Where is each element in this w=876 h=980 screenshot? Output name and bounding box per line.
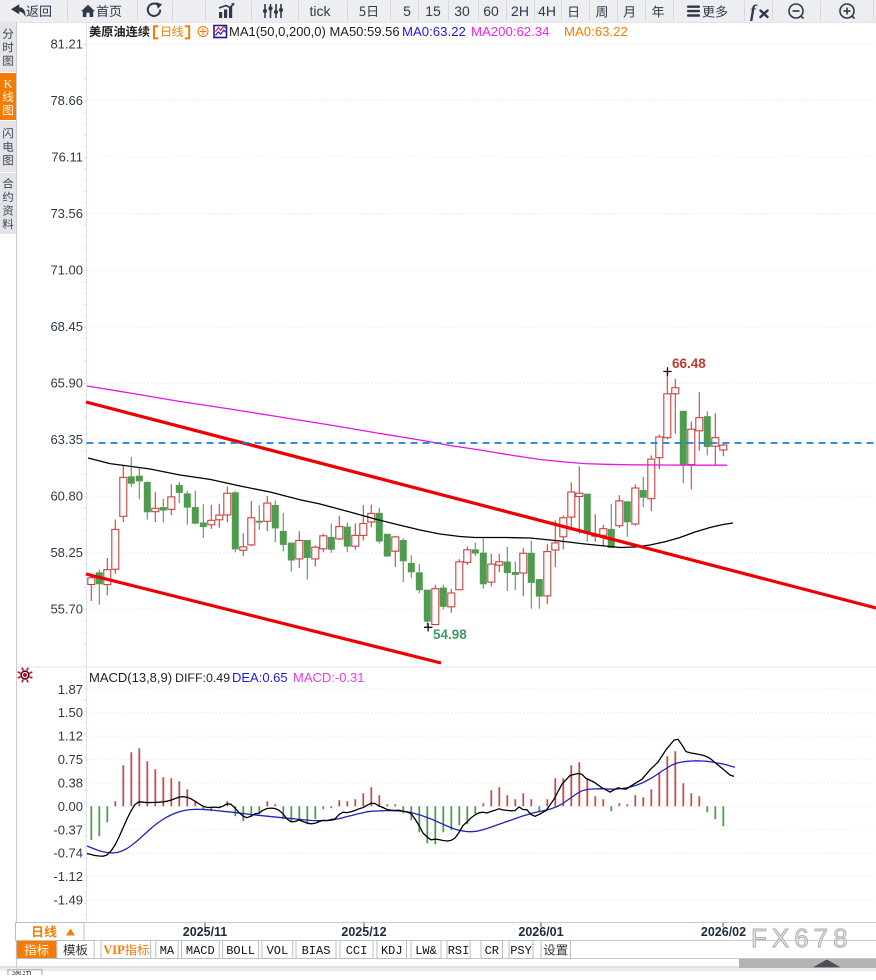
svg-text:RSI: RSI — [448, 944, 470, 958]
svg-text:-0.37: -0.37 — [53, 822, 83, 837]
svg-text:30: 30 — [454, 3, 470, 19]
svg-text:0.38: 0.38 — [58, 776, 83, 791]
svg-text:60: 60 — [483, 3, 499, 19]
svg-text:55.70: 55.70 — [50, 602, 83, 617]
svg-text:81.21: 81.21 — [50, 37, 83, 52]
svg-text:15: 15 — [425, 3, 441, 19]
svg-text:VOL: VOL — [267, 944, 289, 958]
svg-text:CR: CR — [485, 944, 499, 958]
svg-text:MA0:63.22: MA0:63.22 — [564, 24, 628, 39]
svg-text:66.48: 66.48 — [672, 356, 706, 371]
svg-text:tick: tick — [310, 3, 332, 19]
svg-text:BOLL: BOLL — [226, 944, 255, 958]
svg-text:K: K — [4, 77, 13, 91]
svg-text:76.11: 76.11 — [51, 150, 83, 165]
svg-text:0.75: 0.75 — [58, 752, 83, 767]
svg-text:5: 5 — [403, 3, 411, 19]
svg-text:71.00: 71.00 — [50, 263, 83, 278]
svg-text:68.45: 68.45 — [50, 319, 83, 334]
svg-text:MA1(50,0,200,0) MA50:59.56: MA1(50,0,200,0) MA50:59.56 — [229, 24, 400, 39]
svg-text:2026/02: 2026/02 — [701, 925, 746, 939]
svg-text:78.66: 78.66 — [50, 93, 83, 108]
svg-text:-1.12: -1.12 — [53, 869, 83, 884]
svg-text:MA: MA — [160, 944, 175, 958]
svg-text:63.35: 63.35 — [50, 432, 83, 447]
svg-text:54.98: 54.98 — [433, 627, 467, 642]
svg-text:65.90: 65.90 — [50, 376, 83, 391]
svg-text:1.50: 1.50 — [58, 705, 83, 720]
svg-text:FX678: FX678 — [751, 923, 853, 953]
svg-text:KDJ: KDJ — [381, 944, 403, 958]
svg-text:0.00: 0.00 — [58, 799, 83, 814]
svg-text:1.87: 1.87 — [58, 682, 83, 697]
svg-text:58.25: 58.25 — [50, 545, 83, 560]
svg-text:2026/01: 2026/01 — [518, 925, 563, 939]
svg-text:CCI: CCI — [346, 944, 368, 958]
svg-text:MACD: MACD — [186, 944, 215, 958]
svg-text:-0.74: -0.74 — [53, 846, 83, 861]
svg-text:MACD:-0.31: MACD:-0.31 — [293, 670, 365, 685]
svg-text:LW&: LW& — [415, 944, 437, 958]
svg-text:f: f — [750, 1, 758, 21]
svg-text:DIFF:0.49: DIFF:0.49 — [175, 671, 230, 685]
svg-text:1.12: 1.12 — [58, 729, 83, 744]
svg-text:-1.49: -1.49 — [53, 893, 83, 908]
svg-text:4H: 4H — [538, 3, 556, 19]
svg-text:BIAS: BIAS — [302, 944, 331, 958]
svg-text:MACD(13,8,9): MACD(13,8,9) — [89, 670, 172, 685]
svg-text:MA200:62.34: MA200:62.34 — [471, 24, 549, 39]
svg-text:MA0:63.22: MA0:63.22 — [402, 24, 466, 39]
svg-text:2025/12: 2025/12 — [341, 925, 386, 939]
svg-text:PSY: PSY — [510, 944, 532, 958]
svg-text:2H: 2H — [511, 3, 529, 19]
svg-text:73.56: 73.56 — [50, 206, 83, 221]
svg-text:DEA:0.65: DEA:0.65 — [232, 670, 288, 685]
svg-text:VIP: VIP — [103, 943, 125, 957]
svg-text:2025/11: 2025/11 — [183, 925, 228, 939]
svg-text:60.80: 60.80 — [50, 489, 83, 504]
